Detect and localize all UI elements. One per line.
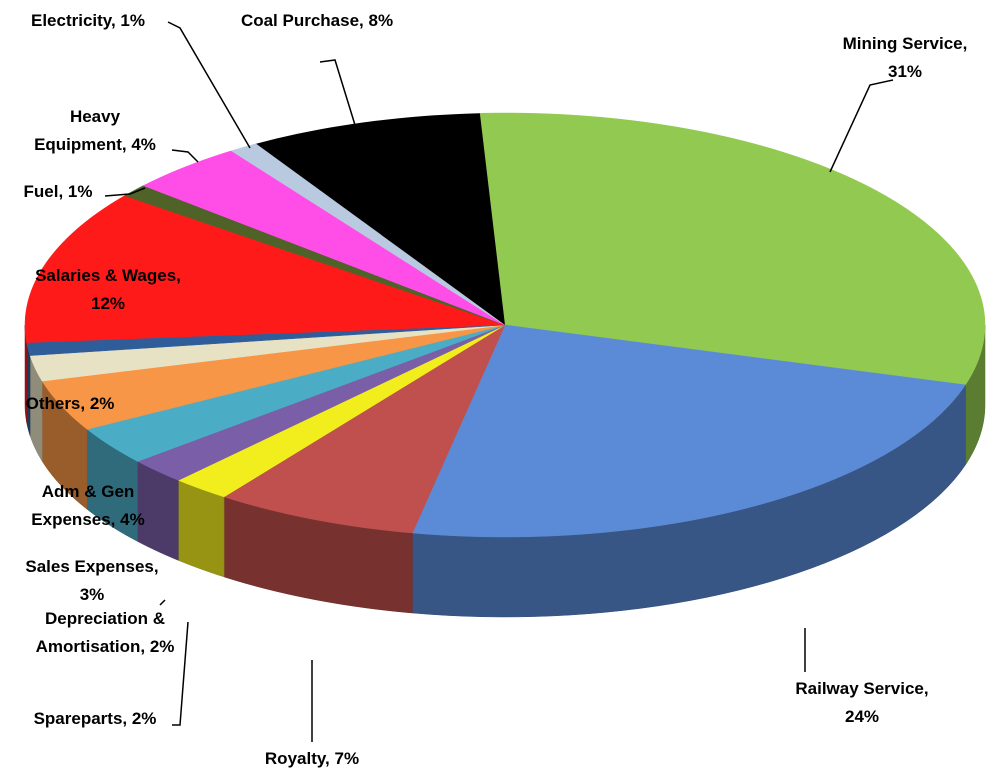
data-label-line: Equipment, 4%	[34, 135, 156, 154]
data-label-line: Mining Service,	[843, 34, 968, 53]
data-label: Royalty, 7%	[265, 749, 359, 768]
data-label: Fuel, 1%	[24, 182, 93, 201]
data-label-line: Depreciation &	[45, 609, 165, 628]
leader-line	[159, 599, 166, 606]
data-labels: Mining Service, 31% Railway Service, 24% Roy…	[24, 11, 968, 768]
data-label-line: Royalty, 7%	[265, 749, 359, 768]
data-label-line: Fuel, 1%	[24, 182, 93, 201]
data-label-line: Adm & Gen	[42, 482, 135, 501]
slice	[29, 324, 506, 382]
slice	[41, 324, 506, 430]
data-label-line: 3%	[80, 585, 105, 604]
leader-line	[172, 621, 189, 726]
data-label: Electricity, 1%	[31, 11, 145, 30]
leader-line	[319, 59, 356, 126]
data-label-line: Sales Expenses,	[25, 557, 158, 576]
leader-line	[829, 79, 894, 173]
leader-lines	[104, 21, 894, 742]
data-label-line: 31%	[888, 62, 922, 81]
data-label: Salaries & Wages, 12%	[35, 266, 181, 313]
slice	[136, 324, 506, 481]
slice	[479, 112, 986, 386]
slice	[142, 150, 506, 326]
leader-line	[104, 187, 146, 197]
data-label: Spareparts, 2%	[34, 709, 157, 728]
data-label-line: Expenses, 4%	[31, 510, 144, 529]
slice	[256, 113, 505, 326]
data-label-line: Amortisation, 2%	[36, 637, 175, 656]
leader-line	[167, 21, 251, 149]
slice	[177, 324, 506, 498]
data-label-line: Spareparts, 2%	[34, 709, 157, 728]
slice	[412, 324, 966, 538]
data-label: Mining Service, 31%	[843, 34, 968, 81]
data-label-line: Salaries & Wages,	[35, 266, 181, 285]
data-label-line: Others, 2%	[26, 394, 115, 413]
data-label: Heavy Equipment, 4%	[34, 107, 156, 154]
data-label: Depreciation & Amortisation, 2%	[36, 609, 175, 656]
slice	[86, 324, 506, 462]
data-label: Coal Purchase, 8%	[241, 11, 393, 30]
data-label: Sales Expenses, 3%	[25, 557, 158, 604]
slice	[223, 324, 506, 534]
data-label-line: 12%	[91, 294, 125, 313]
data-label-line: 24%	[845, 707, 879, 726]
data-label-line: Railway Service,	[795, 679, 928, 698]
data-label: Railway Service, 24%	[795, 679, 928, 726]
data-label: Adm & Gen Expenses, 4%	[31, 482, 144, 529]
data-label: Others, 2%	[26, 394, 115, 413]
data-label-line: Coal Purchase, 8%	[241, 11, 393, 30]
slice-side	[26, 342, 31, 436]
slice	[24, 195, 506, 343]
slice	[230, 143, 506, 326]
pie	[24, 112, 986, 618]
data-label-line: Heavy	[70, 107, 121, 126]
data-label-line: Electricity, 1%	[31, 11, 145, 30]
leader-line	[171, 149, 199, 163]
